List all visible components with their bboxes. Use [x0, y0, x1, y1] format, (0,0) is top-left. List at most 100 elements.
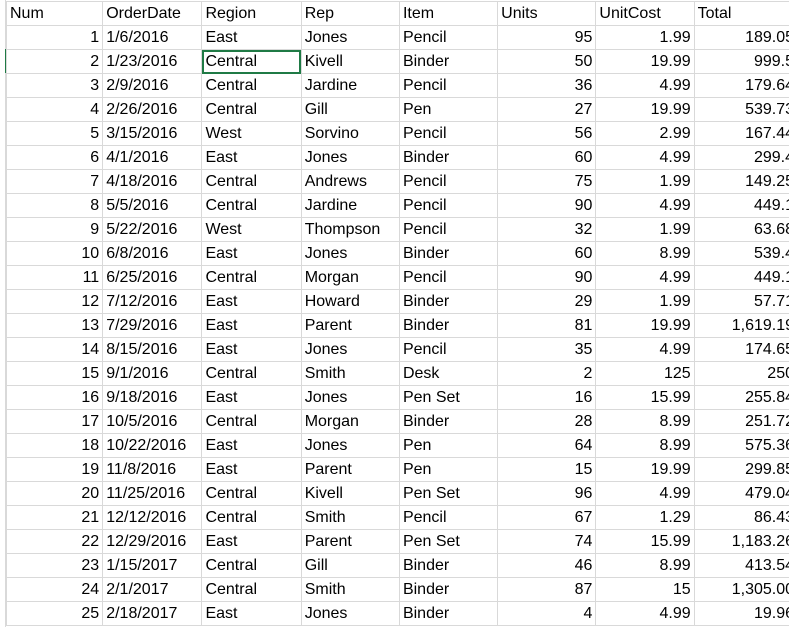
cell-units[interactable]: 2: [497, 361, 597, 386]
cell-num[interactable]: 22: [5, 529, 104, 554]
cell-order-date[interactable]: 6/25/2016: [102, 265, 203, 290]
cell-total[interactable]: 299.4: [693, 145, 789, 170]
cell-item[interactable]: Pencil: [398, 505, 499, 530]
cell-item[interactable]: Pen Set: [398, 529, 499, 554]
cell-region[interactable]: East: [201, 313, 302, 338]
cell-unit-cost[interactable]: 19.99: [595, 457, 695, 482]
cell-region[interactable]: East: [201, 433, 302, 458]
cell-total[interactable]: 449.1: [693, 265, 789, 290]
cell-item[interactable]: Pencil: [398, 73, 499, 98]
cell-item[interactable]: Pen Set: [398, 481, 499, 506]
cell-total[interactable]: 1,183.26: [693, 529, 789, 554]
cell-unit-cost[interactable]: 125: [595, 361, 695, 386]
cell-num[interactable]: 10: [5, 241, 104, 266]
cell-region[interactable]: Central: [201, 577, 302, 602]
cell-item[interactable]: Pencil: [398, 169, 499, 194]
cell-order-date[interactable]: 2/18/2017: [102, 601, 203, 626]
column-header-unit-cost[interactable]: UnitCost: [595, 1, 695, 26]
cell-num[interactable]: 17: [5, 409, 104, 434]
cell-unit-cost[interactable]: 4.99: [595, 73, 695, 98]
cell-region[interactable]: East: [201, 289, 302, 314]
cell-order-date[interactable]: 4/18/2016: [102, 169, 203, 194]
cell-units[interactable]: 15: [497, 457, 597, 482]
cell-region[interactable]: West: [201, 217, 302, 242]
cell-num[interactable]: 14: [5, 337, 104, 362]
cell-units[interactable]: 95: [497, 25, 597, 50]
cell-order-date[interactable]: 1/6/2016: [102, 25, 203, 50]
cell-total[interactable]: 174.65: [693, 337, 789, 362]
cell-region[interactable]: Central: [201, 265, 302, 290]
cell-num[interactable]: 25: [5, 601, 104, 626]
cell-item[interactable]: Pencil: [398, 121, 499, 146]
cell-item[interactable]: Binder: [398, 241, 499, 266]
cell-order-date[interactable]: 2/26/2016: [102, 97, 203, 122]
cell-units[interactable]: 90: [497, 193, 597, 218]
cell-unit-cost[interactable]: 4.99: [595, 481, 695, 506]
cell-num[interactable]: 16: [5, 385, 104, 410]
cell-item[interactable]: Binder: [398, 313, 499, 338]
cell-order-date[interactable]: 4/1/2016: [102, 145, 203, 170]
cell-units[interactable]: 32: [497, 217, 597, 242]
cell-rep[interactable]: Jardine: [300, 73, 400, 98]
cell-units[interactable]: 81: [497, 313, 597, 338]
cell-order-date[interactable]: 9/1/2016: [102, 361, 203, 386]
cell-rep[interactable]: Morgan: [300, 265, 400, 290]
cell-units[interactable]: 46: [497, 553, 597, 578]
cell-region[interactable]: Central: [201, 193, 302, 218]
cell-num[interactable]: 5: [5, 121, 104, 146]
cell-item[interactable]: Binder: [398, 577, 499, 602]
cell-order-date[interactable]: 11/25/2016: [102, 481, 203, 506]
cell-rep[interactable]: Sorvino: [300, 121, 400, 146]
cell-num[interactable]: 1: [5, 25, 104, 50]
cell-region[interactable]: Central: [201, 49, 302, 74]
cell-total[interactable]: 19.96: [693, 601, 789, 626]
cell-unit-cost[interactable]: 8.99: [595, 433, 695, 458]
cell-units[interactable]: 96: [497, 481, 597, 506]
cell-unit-cost[interactable]: 8.99: [595, 553, 695, 578]
cell-units[interactable]: 16: [497, 385, 597, 410]
column-header-order-date[interactable]: OrderDate: [102, 1, 203, 26]
cell-total[interactable]: 250: [693, 361, 789, 386]
cell-units[interactable]: 60: [497, 145, 597, 170]
cell-unit-cost[interactable]: 8.99: [595, 409, 695, 434]
cell-region[interactable]: East: [201, 529, 302, 554]
cell-order-date[interactable]: 2/9/2016: [102, 73, 203, 98]
cell-units[interactable]: 90: [497, 265, 597, 290]
cell-num[interactable]: 8: [5, 193, 104, 218]
cell-units[interactable]: 67: [497, 505, 597, 530]
cell-total[interactable]: 179.64: [693, 73, 789, 98]
cell-item[interactable]: Binder: [398, 49, 499, 74]
cell-total[interactable]: 251.72: [693, 409, 789, 434]
column-header-rep[interactable]: Rep: [300, 1, 400, 26]
cell-region[interactable]: East: [201, 385, 302, 410]
cell-total[interactable]: 413.54: [693, 553, 789, 578]
cell-total[interactable]: 63.68: [693, 217, 789, 242]
cell-region[interactable]: East: [201, 25, 302, 50]
cell-order-date[interactable]: 11/8/2016: [102, 457, 203, 482]
cell-unit-cost[interactable]: 19.99: [595, 97, 695, 122]
cell-region[interactable]: Central: [201, 97, 302, 122]
cell-units[interactable]: 36: [497, 73, 597, 98]
column-header-region[interactable]: Region: [201, 1, 302, 26]
cell-region[interactable]: Central: [201, 73, 302, 98]
cell-units[interactable]: 87: [497, 577, 597, 602]
cell-region[interactable]: Central: [201, 361, 302, 386]
cell-rep[interactable]: Thompson: [300, 217, 400, 242]
column-header-num[interactable]: Num: [5, 1, 104, 26]
cell-region[interactable]: East: [201, 337, 302, 362]
cell-rep[interactable]: Jones: [300, 241, 400, 266]
cell-rep[interactable]: Parent: [300, 313, 400, 338]
cell-units[interactable]: 60: [497, 241, 597, 266]
cell-rep[interactable]: Smith: [300, 577, 400, 602]
cell-rep[interactable]: Parent: [300, 457, 400, 482]
column-header-units[interactable]: Units: [497, 1, 597, 26]
cell-rep[interactable]: Jones: [300, 601, 400, 626]
cell-item[interactable]: Pencil: [398, 265, 499, 290]
cell-total[interactable]: 479.04: [693, 481, 789, 506]
cell-rep[interactable]: Jones: [300, 25, 400, 50]
cell-order-date[interactable]: 5/22/2016: [102, 217, 203, 242]
cell-item[interactable]: Pen: [398, 97, 499, 122]
cell-total[interactable]: 1,619.19: [693, 313, 789, 338]
cell-rep[interactable]: Jones: [300, 337, 400, 362]
